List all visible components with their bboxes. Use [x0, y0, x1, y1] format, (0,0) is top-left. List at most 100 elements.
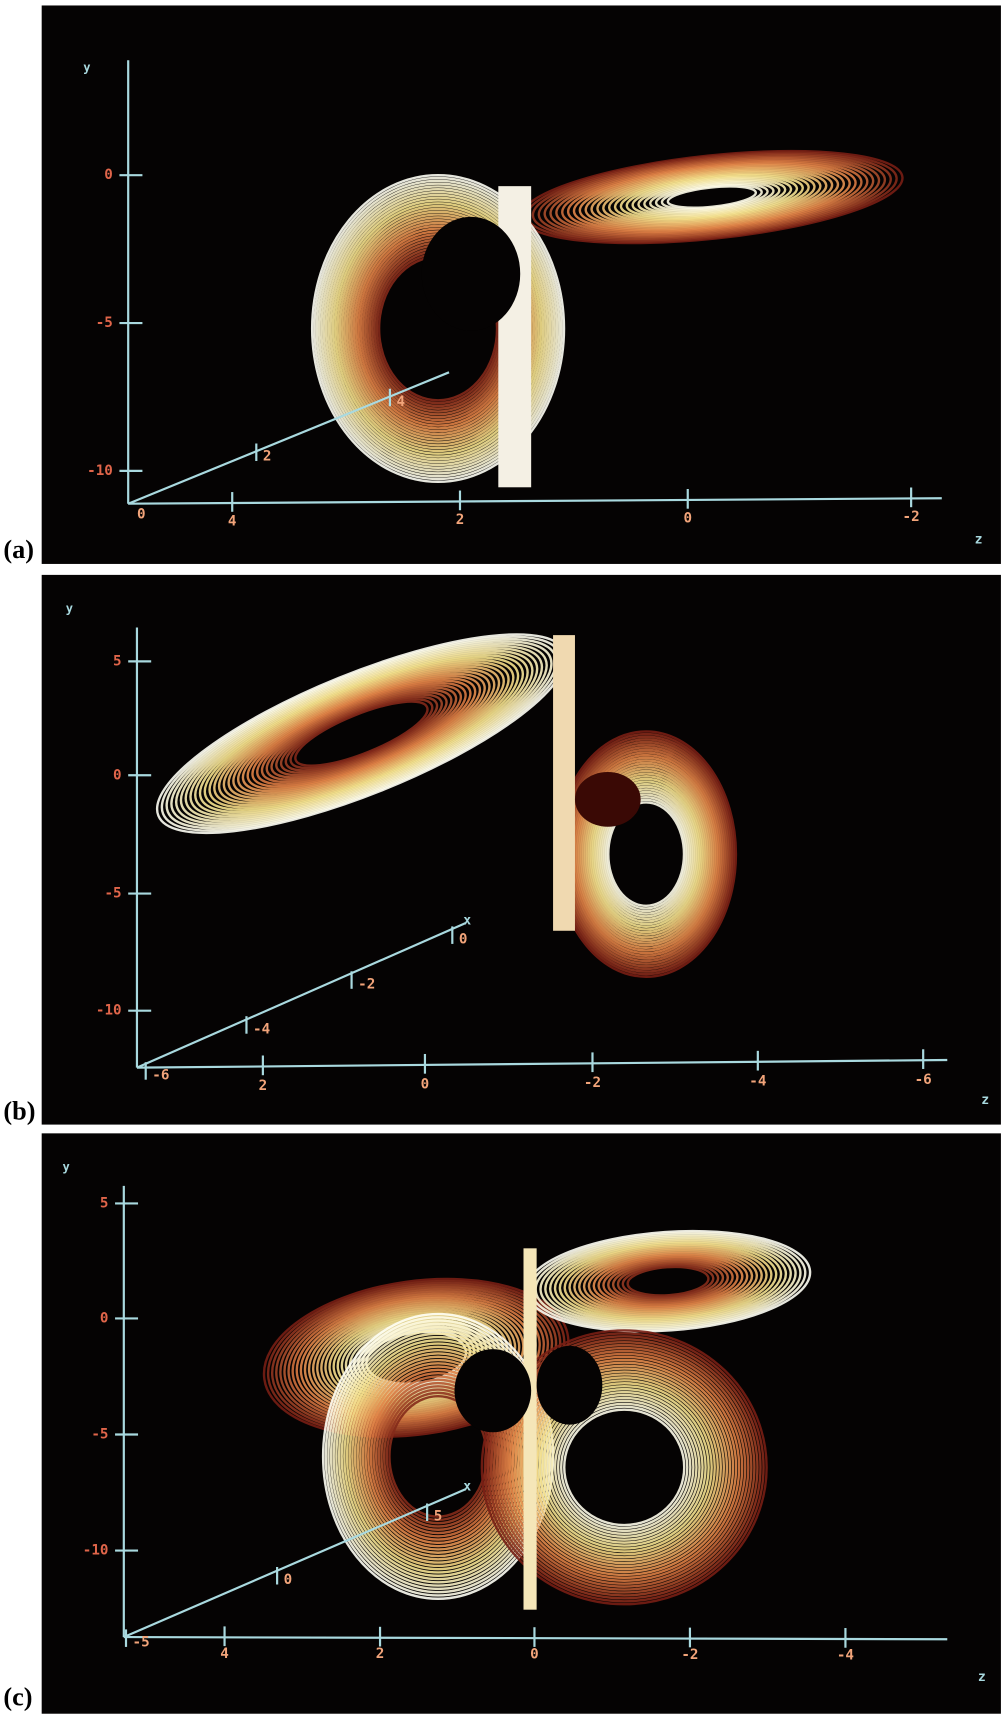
z-tick-label: 4 [228, 514, 237, 530]
attractor-orbit [307, 1301, 525, 1415]
attractor-orbit [317, 182, 559, 475]
attractor-orbit [260, 684, 463, 784]
attractor-orbit [217, 663, 505, 805]
attractor-orbit [558, 1241, 778, 1321]
attractor-orbit [611, 1260, 725, 1302]
x-tick-label: 5 [434, 1509, 443, 1525]
attractor-orbit [520, 1367, 729, 1568]
attractor-orbit [582, 1250, 754, 1313]
z-tick-label: 4 [220, 1646, 229, 1662]
attractor-orbit [174, 642, 548, 825]
attractor-orbit [607, 801, 686, 908]
attractor-orbit [547, 1393, 701, 1541]
x-tick-label: 0 [137, 507, 146, 523]
attractor-orbit [213, 661, 510, 807]
attractor-orbit [573, 1246, 763, 1316]
attractor-orbit [275, 1284, 558, 1432]
attractor-orbit [480, 1329, 768, 1606]
attractor-orbit [548, 1238, 788, 1324]
attractor-orbit [549, 156, 875, 238]
attractor-orbit [587, 1252, 749, 1311]
z-tick-label: 2 [456, 512, 465, 528]
attractor-orbit [329, 1322, 547, 1591]
attractor-orbit [553, 1240, 783, 1323]
z-tick-label: 0 [683, 511, 692, 527]
attractor-orbit [643, 179, 781, 215]
attractor-orbit [589, 777, 703, 931]
attractor-hole [536, 1345, 603, 1425]
attractor-orbit [343, 213, 533, 444]
attractor-orbit [593, 782, 699, 926]
attractor-orbit [631, 176, 793, 218]
attractor-orbit [262, 1277, 570, 1438]
attractor-orbit [559, 1405, 689, 1530]
attractor-orbit [279, 1286, 554, 1430]
x-axis-title: x [463, 913, 471, 928]
attractor-orbit [597, 1255, 739, 1307]
attractor-orbit [266, 1279, 566, 1436]
attractor-fold [523, 1248, 537, 1610]
panel-label: (c) [3, 1683, 32, 1712]
attractor [310, 149, 904, 488]
attractor-orbit [597, 788, 695, 921]
attractor-orbit [198, 654, 525, 814]
attractor-orbit [508, 1355, 741, 1580]
x-tick-label: 4 [396, 394, 405, 410]
z-tick-label: -4 [837, 1647, 854, 1663]
attractor-orbit [320, 185, 556, 472]
x-tick-label: -6 [152, 1067, 169, 1083]
attractor-orbit [563, 1243, 773, 1319]
attractor-orbit [601, 793, 691, 915]
attractor-orbit [613, 172, 810, 222]
attractor-orbit [310, 173, 566, 484]
y-tick-label: -5 [91, 1426, 108, 1442]
attractor-orbit [621, 1264, 715, 1299]
attractor-orbit [580, 764, 713, 944]
attractor-orbit [287, 1290, 545, 1426]
z-tick-label: -4 [749, 1073, 766, 1089]
attractor-orbit [584, 165, 840, 229]
attractor-orbit [270, 1282, 562, 1434]
attractor-orbit [555, 158, 869, 236]
attractor-hole [574, 771, 641, 827]
attractor-orbit [514, 1361, 735, 1574]
attractor-orbit [553, 1399, 695, 1536]
attractor-orbit [538, 1384, 710, 1550]
attractor-orbit [649, 181, 775, 214]
y-axis-title: y [66, 601, 73, 615]
attractor-orbit [283, 1288, 550, 1428]
attractor-orbit [563, 1408, 686, 1527]
z-axis [136, 1058, 948, 1069]
attractor-orbit [327, 193, 550, 464]
attractor-orbit [535, 1382, 713, 1553]
z-axis-title: z [981, 1093, 989, 1108]
attractor-orbit [313, 176, 563, 481]
attractor-orbit [184, 647, 539, 821]
attractor-orbit [592, 1253, 744, 1309]
y-tick-label: 0 [100, 1310, 109, 1326]
x-tick-label: -2 [358, 976, 375, 992]
attractor-orbit [541, 1387, 707, 1547]
attractor-orbit [599, 790, 693, 918]
y-axis-title: y [62, 1160, 69, 1174]
z-axis-title: z [978, 1670, 986, 1685]
x-axis [127, 371, 450, 505]
z-tick-label: 2 [376, 1646, 385, 1662]
z-tick-label: 2 [259, 1078, 268, 1094]
attractor-orbit [605, 798, 688, 910]
attractor-orbit [246, 677, 477, 791]
attractor-orbit [660, 183, 763, 211]
attractor-orbit [492, 1340, 756, 1594]
attractor-orbit [336, 204, 540, 453]
x-axis-title: x [463, 1480, 471, 1495]
attractor-orbit [637, 178, 787, 216]
attractor-orbit [189, 649, 534, 818]
attractor-orbit [544, 1236, 792, 1326]
y-tick-label: -10 [83, 1543, 109, 1559]
y-tick-label: -5 [104, 886, 121, 902]
panel-label: (a) [3, 535, 34, 564]
attractor-orbit [495, 1343, 753, 1591]
attractor-orbit [338, 207, 538, 450]
attractor-orbit [227, 667, 496, 800]
attractor-orbit [568, 1245, 768, 1318]
